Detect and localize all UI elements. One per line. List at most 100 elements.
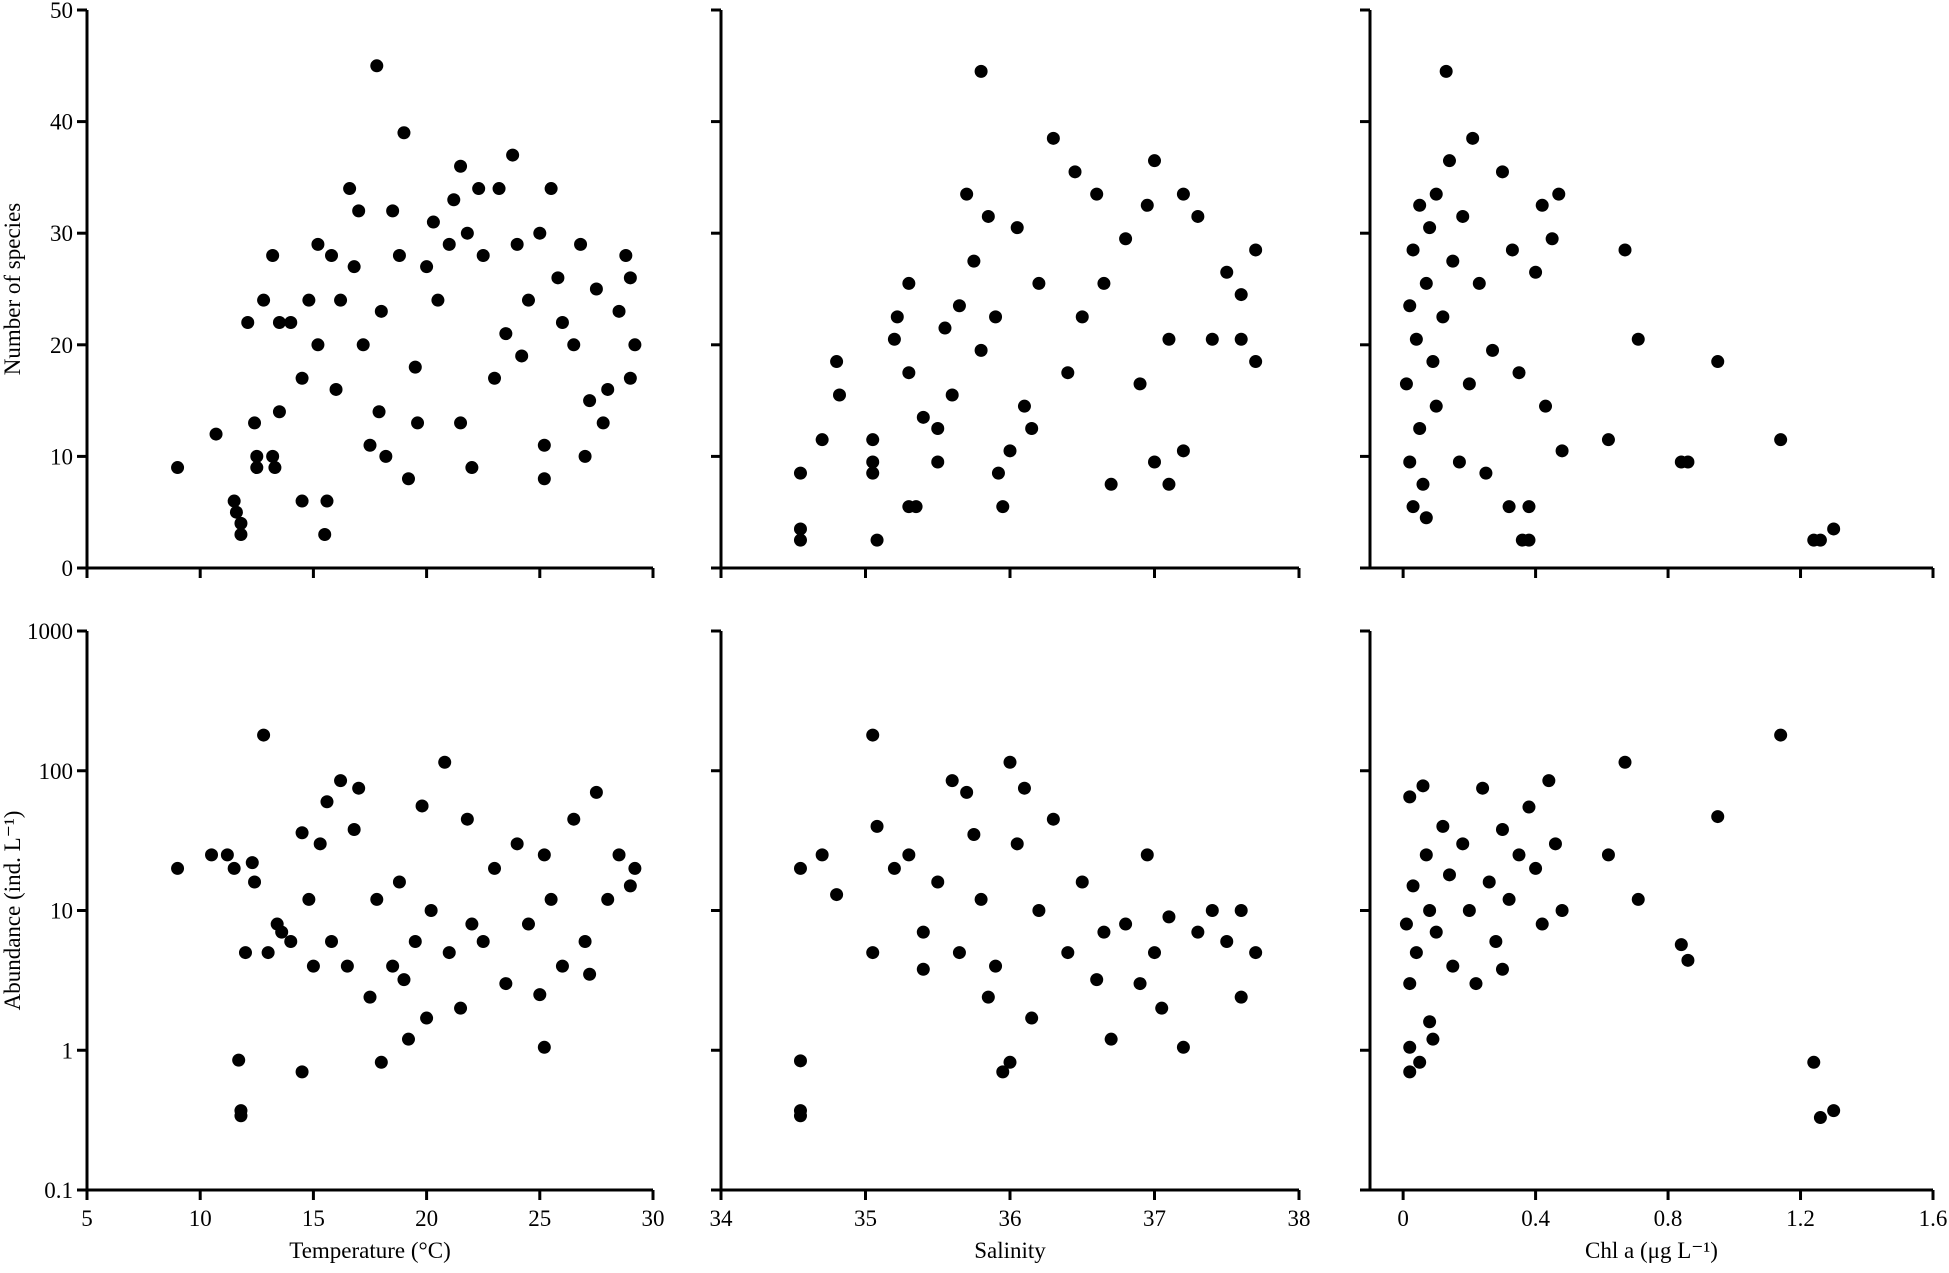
point xyxy=(1075,875,1089,889)
point xyxy=(454,1001,468,1015)
point xyxy=(325,249,339,263)
point xyxy=(533,226,547,240)
x-tick-label: 1.2 xyxy=(1786,1206,1815,1231)
point xyxy=(272,315,286,329)
point xyxy=(1097,925,1111,939)
point xyxy=(1486,343,1500,357)
point xyxy=(1176,187,1190,201)
point xyxy=(248,416,262,430)
point xyxy=(1403,299,1417,313)
point xyxy=(374,1055,388,1069)
point xyxy=(234,1109,248,1123)
point xyxy=(1436,310,1450,324)
point xyxy=(1399,917,1413,931)
y-tick-label: 10 xyxy=(50,899,73,924)
point xyxy=(420,1011,434,1025)
point xyxy=(1495,822,1509,836)
point xyxy=(1140,198,1154,212)
point xyxy=(347,260,361,274)
x-axis-title: Chl a (μg L⁻¹) xyxy=(1585,1238,1718,1263)
point xyxy=(1075,310,1089,324)
point xyxy=(1711,355,1725,369)
point xyxy=(1489,935,1503,949)
y-tick-label: 40 xyxy=(50,110,73,135)
point xyxy=(510,837,524,851)
point xyxy=(1522,800,1536,814)
point xyxy=(1827,1104,1841,1118)
point xyxy=(499,977,513,991)
point xyxy=(234,516,248,530)
point xyxy=(989,310,1003,324)
point xyxy=(1413,422,1427,435)
point xyxy=(227,494,241,508)
point xyxy=(945,774,959,788)
point xyxy=(1502,500,1516,514)
x-tick-label: 15 xyxy=(302,1206,325,1231)
x-tick-label: 37 xyxy=(1143,1206,1166,1231)
point xyxy=(352,204,366,218)
point xyxy=(1403,977,1417,991)
point xyxy=(499,327,513,341)
point xyxy=(612,304,626,318)
point xyxy=(902,366,916,380)
point xyxy=(266,249,280,263)
point xyxy=(311,338,325,352)
point xyxy=(537,472,551,486)
point xyxy=(1032,276,1046,290)
point xyxy=(1529,861,1543,875)
point xyxy=(295,494,309,508)
x-tick-label: 30 xyxy=(642,1206,665,1231)
point xyxy=(370,59,384,73)
point xyxy=(967,254,981,268)
point xyxy=(241,315,255,329)
point xyxy=(830,355,844,369)
point xyxy=(1406,500,1420,514)
point xyxy=(1403,1040,1417,1054)
point xyxy=(1827,522,1841,536)
point xyxy=(793,1109,807,1123)
point xyxy=(601,892,615,906)
point xyxy=(1466,131,1480,145)
point xyxy=(284,935,298,949)
point xyxy=(1162,477,1176,491)
point xyxy=(974,343,988,357)
point xyxy=(1046,812,1060,826)
point xyxy=(902,848,916,862)
point xyxy=(931,422,945,435)
point xyxy=(1522,500,1536,514)
point xyxy=(1090,973,1104,987)
point xyxy=(1429,399,1443,413)
point xyxy=(1601,433,1615,447)
point xyxy=(472,182,486,196)
point xyxy=(1472,276,1486,290)
point xyxy=(567,812,581,826)
point xyxy=(991,466,1005,480)
point xyxy=(268,461,282,475)
point xyxy=(1495,165,1509,179)
point xyxy=(245,856,259,870)
point xyxy=(325,935,339,949)
point xyxy=(1555,904,1569,917)
point xyxy=(866,466,880,480)
point xyxy=(1479,466,1493,480)
point xyxy=(537,848,551,862)
point xyxy=(916,962,930,976)
point xyxy=(257,293,271,307)
point xyxy=(1249,355,1263,369)
point xyxy=(363,438,377,452)
point xyxy=(397,126,411,140)
point xyxy=(623,371,637,385)
y-tick-label: 0.1 xyxy=(44,1178,73,1203)
point xyxy=(952,946,966,960)
point xyxy=(320,795,334,809)
point xyxy=(578,449,592,463)
point xyxy=(1439,64,1453,78)
point xyxy=(1119,917,1133,931)
point xyxy=(171,461,185,475)
point xyxy=(887,332,901,346)
point xyxy=(1133,977,1147,991)
point xyxy=(555,959,569,973)
point xyxy=(1403,455,1417,469)
point xyxy=(318,528,332,542)
point xyxy=(793,522,807,536)
